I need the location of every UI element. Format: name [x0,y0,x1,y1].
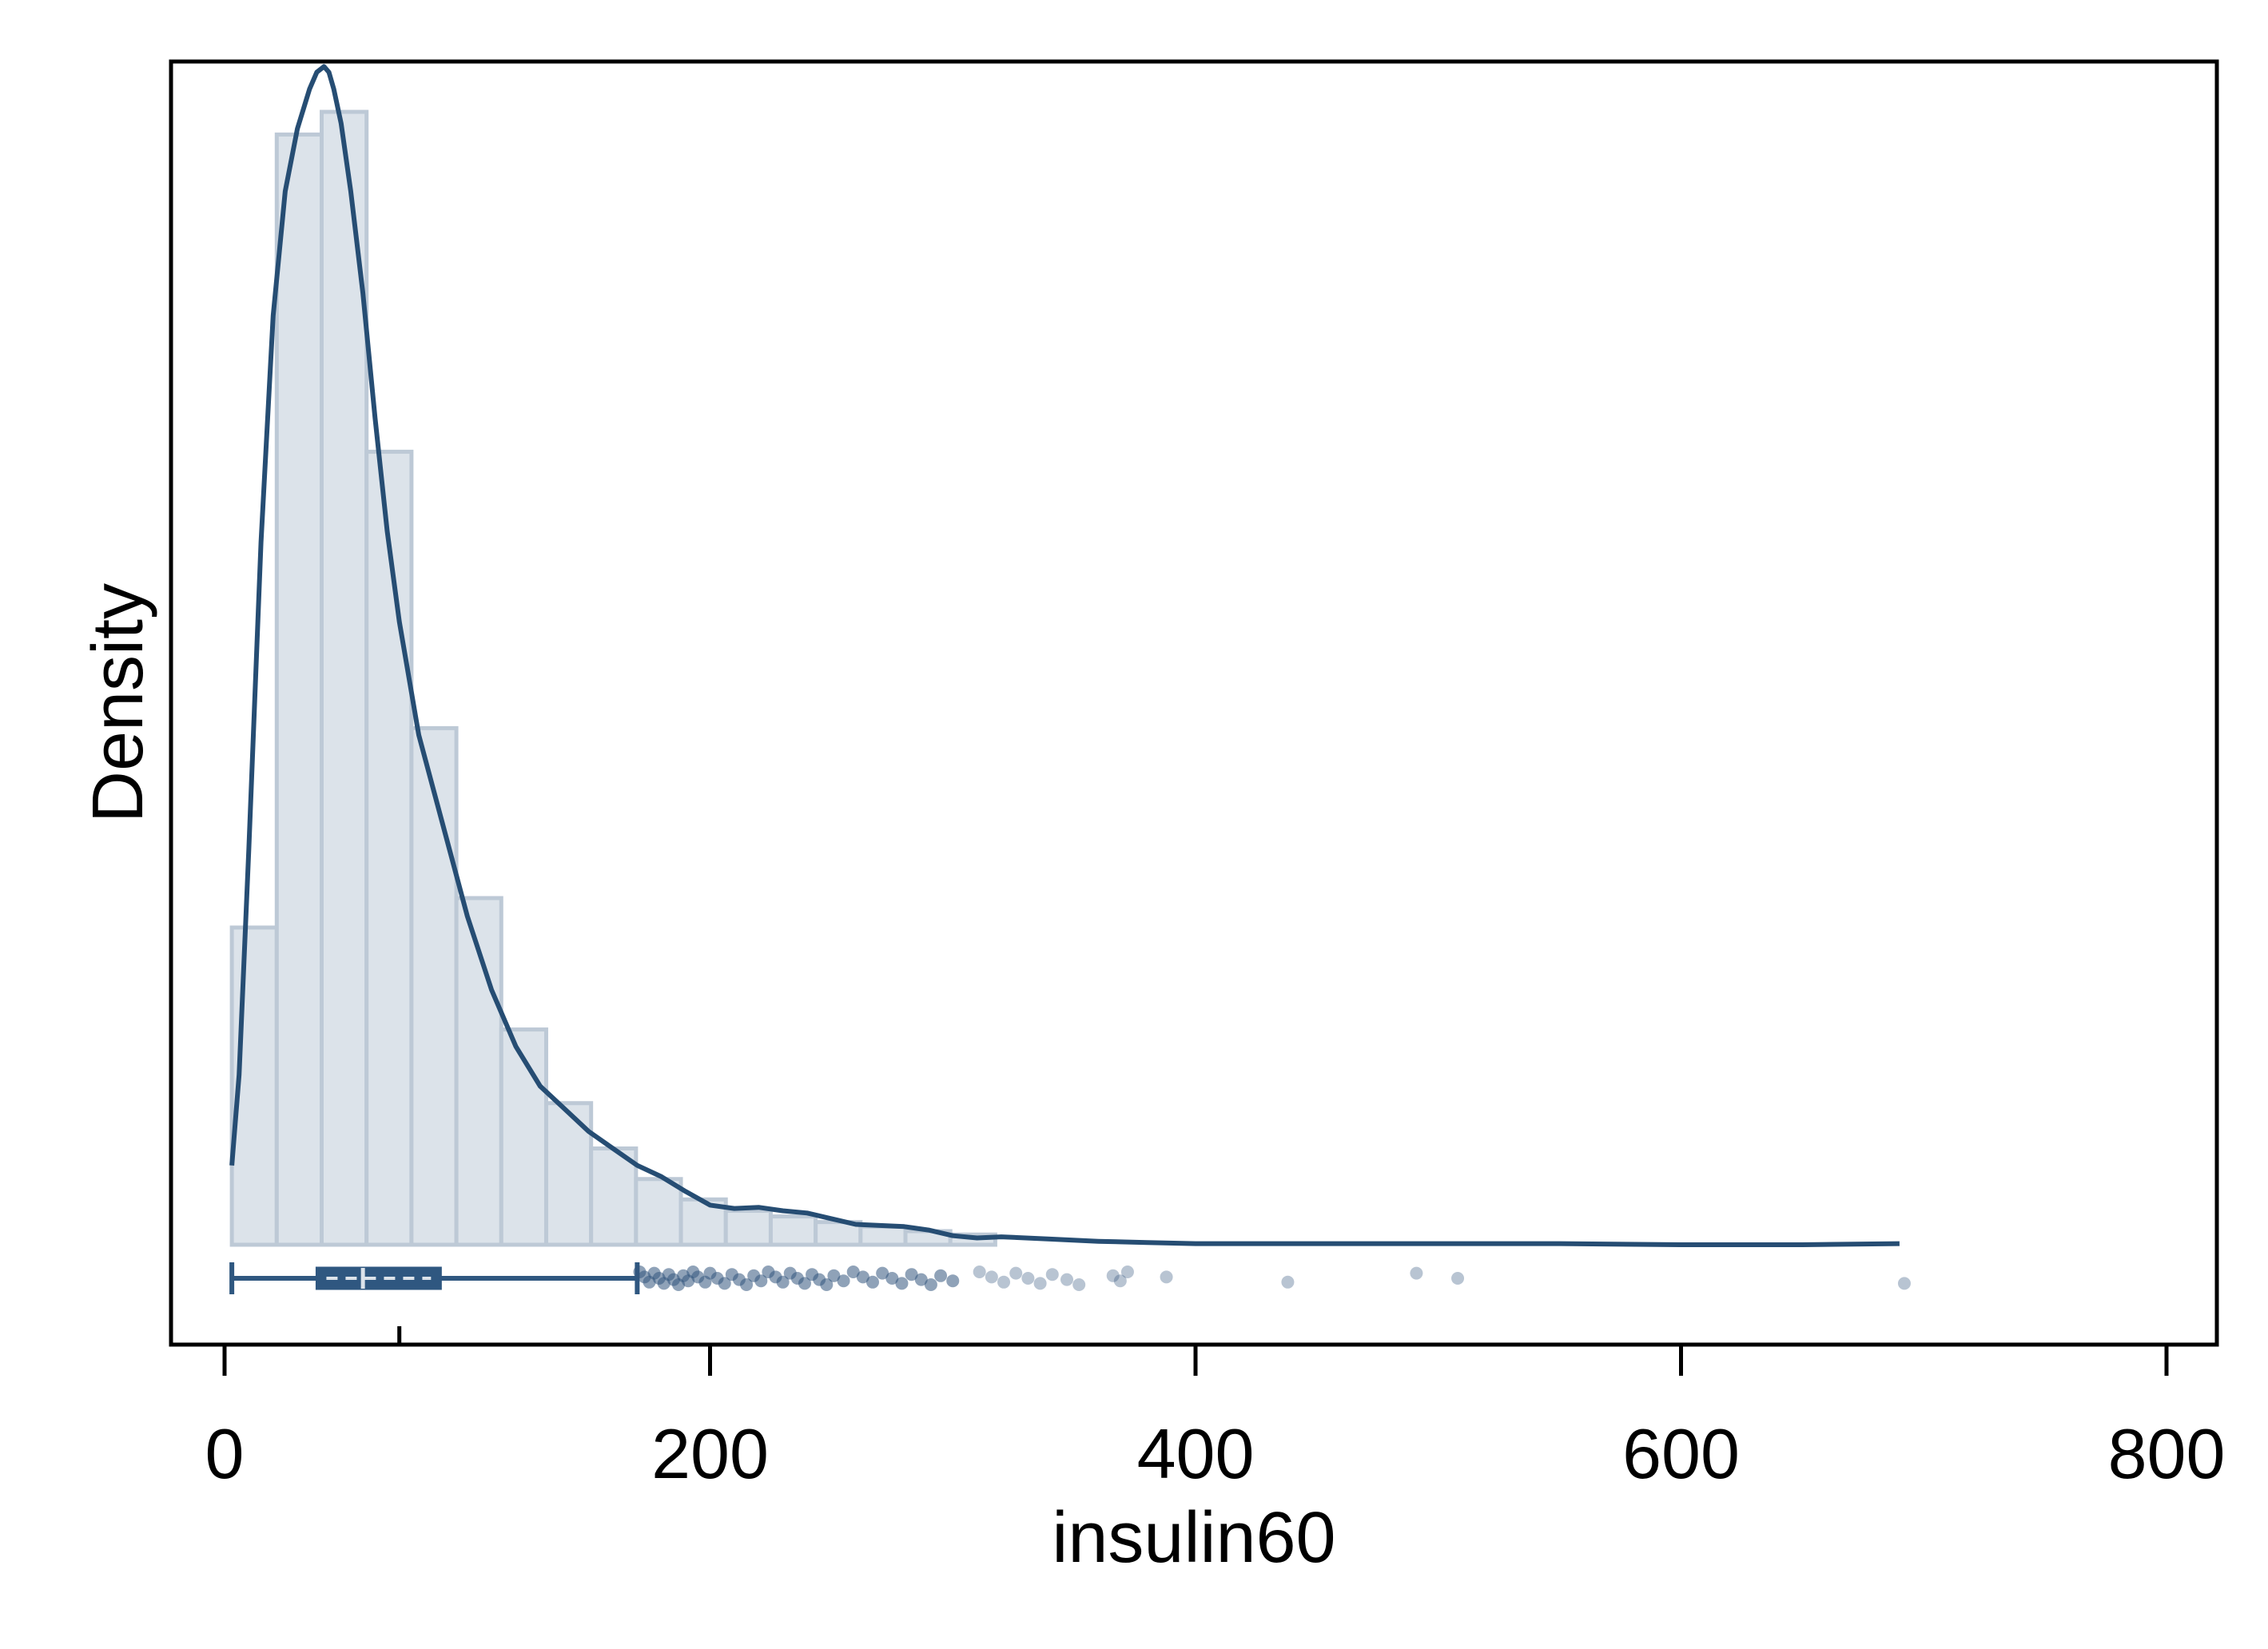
histogram-bar [320,109,369,1247]
outlier-point [820,1278,834,1291]
outlier-point [876,1266,889,1280]
outlier-point [905,1268,918,1281]
x-tick-label: 800 [2108,1414,2226,1493]
outlier-point [798,1277,811,1290]
x-tick-label: 200 [651,1414,769,1493]
density-curve-group [229,64,1900,1247]
outlier-point [1160,1270,1173,1284]
x-tick-label: 600 [1622,1414,1740,1493]
histogram-bars [229,109,997,1247]
outlier-point [997,1275,1011,1289]
outlier-point [946,1274,960,1288]
outlier-point [1060,1273,1074,1286]
outlier-point [1009,1266,1023,1280]
x-axis-ticks: 0 200 400 600 800 [205,1345,2226,1493]
outlier-point [827,1269,841,1282]
histogram-bar [274,132,324,1247]
outlier-point [1410,1266,1423,1280]
histogram-bar [409,725,459,1247]
outlier-point [1045,1268,1059,1281]
histogram-bar [634,1177,683,1247]
outlier-point [914,1273,928,1286]
outlier-point [866,1275,880,1289]
outlier-point [837,1274,850,1288]
outlier-point [1451,1272,1465,1285]
outlier-point [895,1277,909,1290]
outlier-point [1281,1275,1295,1289]
x-axis-title: insulin60 [1052,1498,1335,1578]
outlier-point [973,1266,986,1278]
outlier-point [1113,1274,1127,1288]
outlier-point [1120,1266,1134,1278]
outlier-point [924,1278,937,1291]
histogram-bar [768,1214,818,1247]
outlier-point [885,1272,899,1285]
boxplot-group [229,1262,640,1345]
outlier-points [633,1266,1911,1291]
outlier-point [1106,1269,1120,1282]
outlier-point [856,1270,869,1284]
outlier-point [754,1274,768,1288]
histogram-bar [723,1208,773,1247]
outlier-point [1021,1272,1035,1285]
histogram-bar [364,449,414,1247]
outlier-point [1033,1277,1047,1290]
outlier-point [740,1278,754,1291]
x-tick-label: 0 [205,1414,245,1493]
histogram-bar [858,1224,908,1247]
histogram-bar [589,1146,639,1247]
x-tick-label: 400 [1137,1414,1255,1493]
outlier-point [1897,1277,1911,1290]
outlier-point [934,1269,948,1282]
y-axis-title: Density [78,583,158,823]
outlier-point [1072,1278,1086,1291]
outlier-point [846,1266,860,1278]
outlier-point [776,1275,790,1289]
outlier-point [985,1270,998,1284]
outlier-point [718,1277,731,1290]
density-curve [229,64,1900,1247]
